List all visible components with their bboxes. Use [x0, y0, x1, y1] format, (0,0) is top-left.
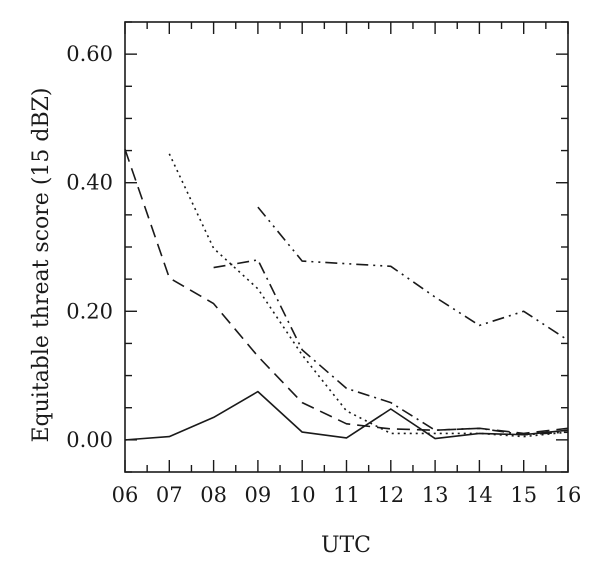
- y-tick-label: 0.20: [66, 299, 113, 323]
- series-layer: [124, 149, 569, 441]
- y-tick-labels: 0.00 0.20 0.40 0.60: [66, 42, 113, 452]
- series-line-dotted: [168, 153, 569, 438]
- series-line-solid: [124, 390, 569, 441]
- x-axis-title: UTC: [321, 533, 371, 558]
- x-tick-label: 12: [377, 483, 404, 507]
- x-tick-labels: 06 07 08 09 10 11 12 13 14 15 16: [112, 483, 582, 507]
- y-tick-label: 0.40: [66, 171, 113, 195]
- x-tick-label: 09: [245, 483, 272, 507]
- series-line-dashdotdot: [257, 206, 569, 341]
- y-tick-label: 0.00: [66, 428, 113, 452]
- x-tick-label: 07: [156, 483, 183, 507]
- x-tick-label: 10: [289, 483, 316, 507]
- x-tick-label: 15: [510, 483, 537, 507]
- axis-ticks: [124, 21, 569, 473]
- plot-frame: [124, 21, 569, 473]
- x-tick-label: 14: [466, 483, 493, 507]
- x-tick-label: 08: [200, 483, 227, 507]
- series-line-dashed: [124, 149, 569, 435]
- x-tick-label: 11: [333, 483, 360, 507]
- x-tick-label: 06: [112, 483, 139, 507]
- x-tick-label: 16: [555, 483, 582, 507]
- x-tick-label: 13: [422, 483, 449, 507]
- y-tick-label: 0.60: [66, 42, 113, 66]
- series-line-dashdot: [213, 259, 569, 436]
- y-axis-title: Equitable threat score (15 dBZ): [29, 87, 54, 442]
